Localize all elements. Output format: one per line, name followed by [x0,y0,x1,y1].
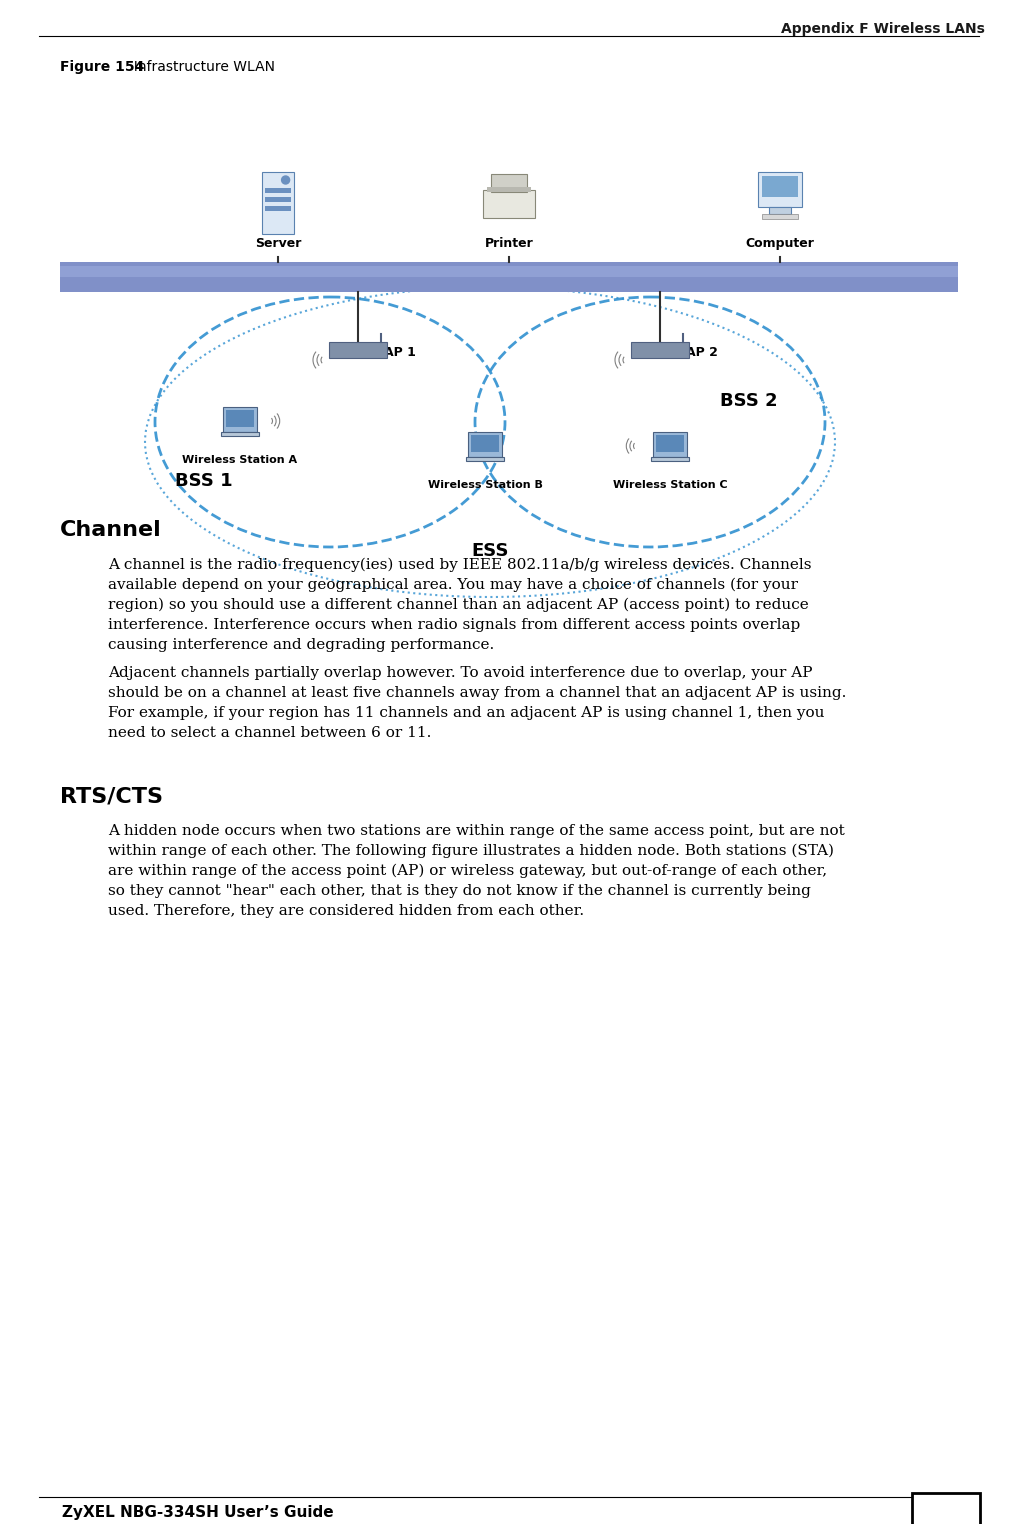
Bar [483,189,535,218]
Bar [266,197,290,203]
Text: BSS 2: BSS 2 [720,392,778,410]
Text: BSS 1: BSS 1 [175,472,233,491]
Bar [266,206,290,212]
Text: RTS/CTS: RTS/CTS [60,786,163,806]
Bar [651,457,689,462]
Bar [221,431,260,436]
Text: 241: 241 [920,1500,972,1522]
Bar [329,341,387,358]
Text: need to select a channel between 6 or 11.: need to select a channel between 6 or 11… [108,725,432,741]
Text: Figure 154: Figure 154 [60,59,145,75]
Bar [761,175,798,198]
Bar [223,407,258,431]
Bar [761,213,798,219]
Text: ESS: ESS [471,543,509,559]
Text: Adjacent channels partially overlap however. To avoid interference due to overla: Adjacent channels partially overlap howe… [108,666,812,680]
Text: so they cannot "hear" each other, that is they do not know if the channel is cur: so they cannot "hear" each other, that i… [108,884,811,898]
Text: AP 2: AP 2 [686,346,718,360]
Text: Wireless Station B: Wireless Station B [428,480,543,491]
Text: Computer: Computer [745,238,814,250]
Text: A hidden node occurs when two stations are within range of the same access point: A hidden node occurs when two stations a… [108,824,845,838]
Bar [769,207,791,213]
Text: For example, if your region has 11 channels and an adjacent AP is using channel : For example, if your region has 11 chann… [108,706,825,719]
Text: Infrastructure WLAN: Infrastructure WLAN [125,59,275,75]
Bar [468,431,502,457]
Bar [60,267,958,277]
Text: Channel: Channel [60,520,162,539]
Bar [471,434,499,451]
Bar [491,174,527,192]
Bar [656,434,684,451]
Circle shape [282,175,289,184]
Text: used. Therefore, they are considered hidden from each other.: used. Therefore, they are considered hid… [108,904,584,917]
Text: Server: Server [254,238,301,250]
Text: available depend on your geographical area. You may have a choice of channels (f: available depend on your geographical ar… [108,578,798,593]
Text: A channel is the radio frequency(ies) used by IEEE 802.11a/b/g wireless devices.: A channel is the radio frequency(ies) us… [108,558,811,573]
Bar [912,1494,980,1524]
Text: interference. Interference occurs when radio signals from different access point: interference. Interference occurs when r… [108,619,800,632]
Text: Wireless Station A: Wireless Station A [182,456,297,465]
Bar [487,186,531,192]
Bar [60,262,958,293]
Text: should be on a channel at least five channels away from a channel that an adjace: should be on a channel at least five cha… [108,686,846,700]
Text: ZyXEL NBG-334SH User’s Guide: ZyXEL NBG-334SH User’s Guide [62,1506,334,1519]
Text: Appendix F Wireless LANs: Appendix F Wireless LANs [781,21,985,37]
Text: causing interference and degrading performance.: causing interference and degrading perfo… [108,639,495,652]
Text: are within range of the access point (AP) or wireless gateway, but out-of-range : are within range of the access point (AP… [108,864,827,878]
Bar [263,172,293,235]
Bar [653,431,687,457]
Text: region) so you should use a different channel than an adjacent AP (access point): region) so you should use a different ch… [108,597,808,613]
Bar [226,410,254,427]
Text: Wireless Station C: Wireless Station C [613,480,727,491]
Bar [757,172,802,207]
Text: Ethernet: Ethernet [471,271,547,287]
Bar [631,341,689,358]
Bar [266,187,290,192]
Text: Printer: Printer [485,238,533,250]
Text: within range of each other. The following figure illustrates a hidden node. Both: within range of each other. The followin… [108,844,834,858]
Text: AP 1: AP 1 [384,346,416,360]
Bar [466,457,504,462]
